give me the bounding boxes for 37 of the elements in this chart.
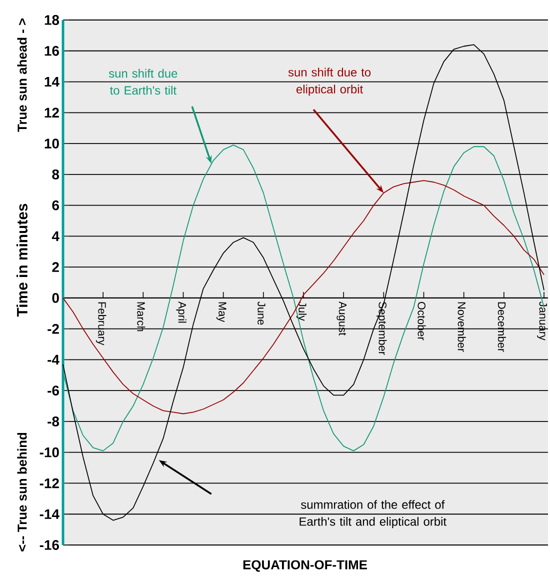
x-tick-label: September [376, 302, 387, 355]
x-tick-label: February [96, 302, 106, 346]
x-tick-label: July [296, 302, 306, 321]
y-tick-label: 14 [44, 76, 60, 87]
y-tick-label: 8 [52, 169, 59, 180]
annotation: summration of the effect of Earth's tilt and eliptical orbit [300, 500, 446, 528]
y-tick-label: 10 [44, 138, 59, 148]
x-axis-title: EQUATION-OF-TIME [243, 560, 367, 572]
y-tick-label: 12 [44, 108, 59, 118]
y-tick-label: -16 [40, 540, 59, 550]
y-tick-label: -12 [40, 478, 59, 488]
y-tick-label: 6 [52, 200, 59, 210]
y-tick-label: -8 [48, 416, 59, 426]
x-tick-label: June [257, 302, 266, 325]
y-tick-label: -4 [48, 354, 60, 365]
x-tick-label: August [336, 301, 346, 336]
x-tick-label: November [458, 302, 466, 352]
y-axis-title: Time in minutes [16, 204, 28, 317]
y-tick-label: 0 [52, 292, 59, 303]
y-tick-label: 2 [52, 262, 59, 272]
y-tick-label: -14 [40, 509, 60, 519]
x-tick-label: March [137, 302, 146, 332]
y-tick-label: -6 [48, 386, 59, 396]
x-tick-label: May [216, 302, 226, 322]
x-tick-label: December [498, 302, 506, 352]
x-tick-label: January [536, 302, 547, 340]
text: True sun ahead - > [17, 18, 27, 132]
text: <-- True sun behind [17, 432, 27, 552]
y-tick-label: -2 [48, 324, 59, 334]
annotation: sun shift due to Earth's tilt [108, 68, 178, 95]
y-tick-label: 16 [44, 46, 59, 56]
x-tick-label: October [418, 302, 426, 340]
y-tick-label: 4 [52, 231, 60, 241]
x-tick-label: April [176, 301, 186, 323]
y-tick-label: 18 [44, 15, 59, 25]
annotation: sun shift due to eliptical orbit [288, 68, 370, 96]
y-tick-label: -10 [40, 447, 59, 458]
